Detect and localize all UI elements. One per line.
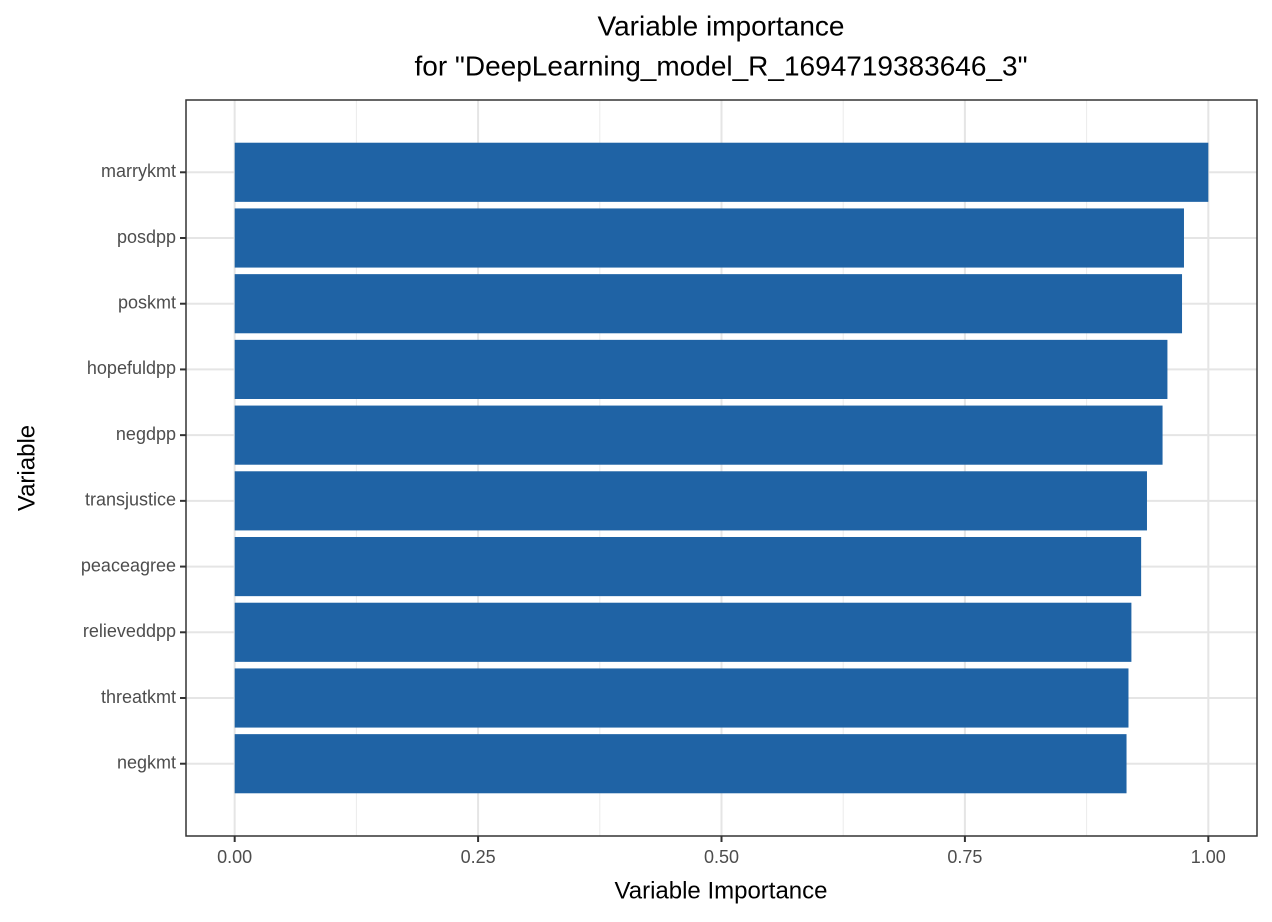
- y-tick-label: hopefuldpp: [87, 358, 176, 378]
- y-tick-label: poskmt: [118, 292, 176, 312]
- x-axis-title: Variable Importance: [615, 877, 828, 904]
- y-tick-label: relieveddpp: [83, 621, 176, 641]
- bar: [234, 208, 1184, 268]
- bar: [234, 537, 1142, 597]
- chart-title: Variable importance: [598, 10, 845, 41]
- bar: [234, 274, 1183, 334]
- bar: [234, 405, 1163, 465]
- bar: [234, 602, 1132, 662]
- y-tick-label: transjustice: [85, 490, 176, 510]
- y-tick-label: negdpp: [116, 424, 176, 444]
- x-tick-label: 0.25: [461, 847, 496, 867]
- y-tick-label: negkmt: [117, 752, 176, 772]
- bar: [234, 339, 1168, 399]
- x-tick-label: 0.50: [704, 847, 739, 867]
- chart-subtitle: for "DeepLearning_model_R_1694719383646_…: [414, 50, 1027, 81]
- y-tick-label: threatkmt: [101, 687, 176, 707]
- x-tick-label: 0.00: [217, 847, 252, 867]
- y-axis-title: Variable: [13, 425, 40, 511]
- bar: [234, 471, 1147, 531]
- bar: [234, 142, 1209, 202]
- x-tick-label: 0.75: [947, 847, 982, 867]
- y-tick-label: peaceagree: [81, 555, 176, 575]
- bar: [234, 734, 1127, 794]
- y-tick-label: posdpp: [117, 227, 176, 247]
- bar: [234, 668, 1129, 728]
- panel-border: [185, 99, 1258, 837]
- y-tick-label: marrykmt: [101, 161, 176, 181]
- x-tick-label: 1.00: [1191, 847, 1226, 867]
